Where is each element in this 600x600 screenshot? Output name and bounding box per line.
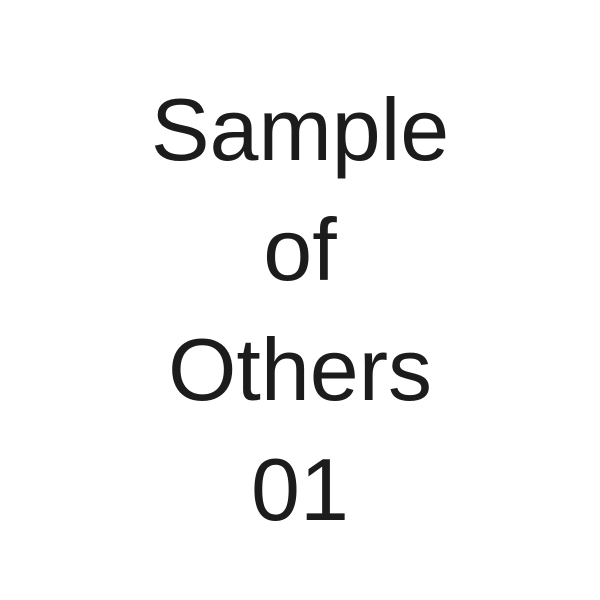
caption-line-1: Sample	[150, 80, 450, 179]
caption-line-2: of	[263, 200, 337, 299]
caption-line-3: Others	[167, 320, 433, 419]
caption-line-4: 01	[251, 440, 349, 539]
caption-stack: Sample of Others 01	[0, 70, 600, 550]
